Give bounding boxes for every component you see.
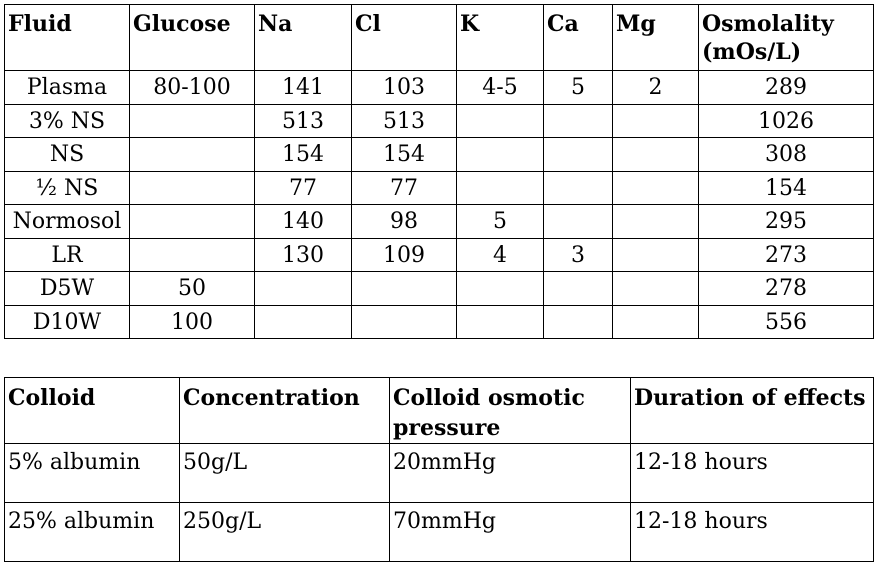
table-cell: D5W <box>4 271 130 306</box>
table-cell <box>456 170 544 205</box>
table-cell: 278 <box>698 271 874 306</box>
table-cell <box>456 103 544 138</box>
column-header-ca: Ca <box>543 4 613 71</box>
fluid-table-header-row: Fluid Glucose Na Cl K Ca Mg Osmolality (… <box>4 4 874 71</box>
table-cell: 295 <box>698 204 874 239</box>
table-cell <box>351 271 457 306</box>
table-cell: 141 <box>254 70 352 105</box>
table-cell: D10W <box>4 304 130 339</box>
table-cell <box>612 137 699 172</box>
table-cell <box>612 237 699 272</box>
colloid-table-row: 5% albumin 50g/L 20mmHg 12-18 hours <box>4 443 874 503</box>
table-cell <box>129 204 255 239</box>
table-cell: 289 <box>698 70 874 105</box>
table-cell: Normosol <box>4 204 130 239</box>
fluid-table-row: LR 130 109 4 3 273 <box>4 237 874 272</box>
table-cell <box>351 304 457 339</box>
fluid-table-row: Plasma 80-100 141 103 4-5 5 2 289 <box>4 70 874 105</box>
table-cell: 50 <box>129 271 255 306</box>
table-cell <box>543 304 613 339</box>
table-cell <box>129 137 255 172</box>
table-cell: 250g/L <box>179 502 390 562</box>
table-cell <box>543 137 613 172</box>
table-cell: 98 <box>351 204 457 239</box>
table-cell: 130 <box>254 237 352 272</box>
table-cell: 100 <box>129 304 255 339</box>
column-header-na: Na <box>254 4 352 71</box>
table-cell: 308 <box>698 137 874 172</box>
table-cell <box>543 103 613 138</box>
fluid-composition-table: Fluid Glucose Na Cl K Ca Mg Osmolality (… <box>4 4 874 339</box>
table-cell: NS <box>4 137 130 172</box>
table-cell: 77 <box>254 170 352 205</box>
table-cell: 20mmHg <box>389 443 631 503</box>
colloid-table-row: 25% albumin 250g/L 70mmHg 12-18 hours <box>4 502 874 562</box>
fluid-table-row: ½ NS 77 77 154 <box>4 170 874 205</box>
table-cell <box>254 304 352 339</box>
table-cell <box>543 204 613 239</box>
column-header-mg: Mg <box>612 4 699 71</box>
table-cell <box>456 137 544 172</box>
table-cell <box>612 103 699 138</box>
table-cell: 77 <box>351 170 457 205</box>
table-cell: 3 <box>543 237 613 272</box>
colloid-table-header-row: Colloid Concentration Colloid osmotic pr… <box>4 377 874 444</box>
table-cell: 556 <box>698 304 874 339</box>
table-cell: 273 <box>698 237 874 272</box>
table-cell <box>612 204 699 239</box>
table-cell: 12-18 hours <box>630 502 874 562</box>
column-header-colloid: Colloid <box>4 377 180 444</box>
column-header-osmolality: Osmolality (mOs/L) <box>698 4 874 71</box>
column-header-colloid-osmotic-pressure: Colloid osmotic pressure <box>389 377 631 444</box>
table-cell: 50g/L <box>179 443 390 503</box>
table-cell: 1026 <box>698 103 874 138</box>
column-header-k: K <box>456 4 544 71</box>
table-cell: 3% NS <box>4 103 130 138</box>
table-cell: 154 <box>351 137 457 172</box>
table-cell <box>129 237 255 272</box>
fluid-table-row: NS 154 154 308 <box>4 137 874 172</box>
table-cell: 103 <box>351 70 457 105</box>
column-header-duration-of-effects: Duration of effects <box>630 377 874 444</box>
table-cell: 513 <box>254 103 352 138</box>
table-cell <box>612 304 699 339</box>
table-cell: 4 <box>456 237 544 272</box>
column-header-glucose: Glucose <box>129 4 255 71</box>
table-cell <box>456 271 544 306</box>
column-header-cl: Cl <box>351 4 457 71</box>
table-cell: LR <box>4 237 130 272</box>
table-cell <box>254 271 352 306</box>
table-cell: 513 <box>351 103 457 138</box>
table-cell: 154 <box>698 170 874 205</box>
table-cell <box>129 170 255 205</box>
table-cell: 109 <box>351 237 457 272</box>
table-cell: Plasma <box>4 70 130 105</box>
table-cell: 5% albumin <box>4 443 180 503</box>
table-cell: 4-5 <box>456 70 544 105</box>
table-cell <box>129 103 255 138</box>
colloid-table: Colloid Concentration Colloid osmotic pr… <box>4 377 874 562</box>
table-cell: 5 <box>543 70 613 105</box>
table-cell: ½ NS <box>4 170 130 205</box>
table-cell <box>543 271 613 306</box>
table-cell <box>456 304 544 339</box>
column-header-fluid: Fluid <box>4 4 130 71</box>
fluid-table-row: D10W 100 556 <box>4 304 874 339</box>
table-cell <box>612 271 699 306</box>
table-cell: 25% albumin <box>4 502 180 562</box>
fluid-table-row: D5W 50 278 <box>4 271 874 306</box>
table-cell <box>543 170 613 205</box>
table-cell: 70mmHg <box>389 502 631 562</box>
table-cell: 2 <box>612 70 699 105</box>
fluid-table-row: Normosol 140 98 5 295 <box>4 204 874 239</box>
table-cell: 12-18 hours <box>630 443 874 503</box>
fluid-table-row: 3% NS 513 513 1026 <box>4 103 874 138</box>
column-header-concentration: Concentration <box>179 377 390 444</box>
table-cell: 154 <box>254 137 352 172</box>
table-cell: 5 <box>456 204 544 239</box>
table-cell <box>612 170 699 205</box>
table-cell: 80-100 <box>129 70 255 105</box>
table-cell: 140 <box>254 204 352 239</box>
